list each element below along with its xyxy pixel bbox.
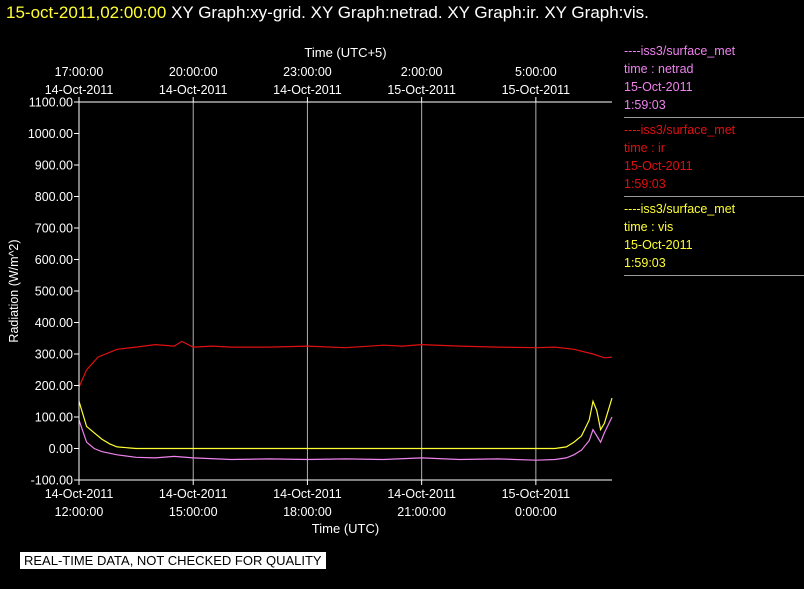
x-top-tick-label-time: 20:00:00: [169, 65, 218, 79]
series-line-netrad: [78, 416, 613, 461]
legend-entry-vis[interactable]: ----iss3/surface_met time : vis 15-Oct-2…: [624, 200, 804, 276]
y-tick-label: 700.00: [35, 222, 73, 236]
x-top-tick-label-time: 17:00:00: [55, 65, 104, 79]
x-tick-label-date: 14-Oct-2011: [45, 487, 114, 501]
y-tick-label: 800.00: [35, 190, 73, 204]
y-tick-label: 0.00: [49, 442, 73, 456]
header-graph-list: XY Graph:xy-grid. XY Graph:netrad. XY Gr…: [166, 3, 649, 22]
quality-notice: REAL-TIME DATA, NOT CHECKED FOR QUALITY: [20, 552, 326, 569]
x-top-tick-label-date: 14-Oct-2011: [45, 83, 114, 97]
x-tick-label-date: 15-Oct-2011: [502, 487, 571, 501]
x-top-tick-label-date: 14-Oct-2011: [273, 83, 342, 97]
x-tick-label-time: 18:00:00: [283, 505, 332, 519]
legend-station: ----iss3/surface_met: [624, 123, 736, 137]
y-tick-label: 200.00: [35, 379, 73, 393]
y-tick-label: 400.00: [35, 316, 73, 330]
legend: ----iss3/surface_met time : netrad 15-Oc…: [624, 42, 804, 279]
x-top-tick-label-time: 2:00:00: [401, 65, 443, 79]
legend-date: 15-Oct-2011: [624, 80, 693, 94]
legend-time: 1:59:03: [624, 177, 666, 191]
y-tick-label: 900.00: [35, 159, 73, 173]
y-tick-label: 1000.00: [28, 127, 73, 141]
x-top-tick-label-time: 23:00:00: [283, 65, 332, 79]
x-axis-title: Time (UTC): [312, 521, 379, 536]
header-timestamp: 15-oct-2011,02:00:00: [6, 3, 167, 22]
y-tick-label: -100.00: [31, 474, 73, 488]
series-layer: [78, 340, 613, 461]
x-tick-label-time: 12:00:00: [55, 505, 104, 519]
x-tick-label-time: 15:00:00: [169, 505, 218, 519]
y-tick-label: 600.00: [35, 253, 73, 267]
legend-variable: time : ir: [624, 141, 665, 155]
legend-variable: time : vis: [624, 220, 674, 234]
legend-variable: time : netrad: [624, 62, 694, 76]
legend-time: 1:59:03: [624, 98, 666, 112]
x-top-tick-label-date: 15-Oct-2011: [387, 83, 456, 97]
y-axis-title: Radiation (W/m^2): [7, 239, 21, 342]
x-tick-label-date: 14-Oct-2011: [273, 487, 342, 501]
x-tick-label-date: 14-Oct-2011: [159, 487, 228, 501]
legend-entry-ir[interactable]: ----iss3/surface_met time : ir 15-Oct-20…: [624, 121, 804, 197]
axis-layer: -100.00 0.00 100.00 200.00 300.00 400.00 500.0…: [7, 45, 612, 536]
x-tick-label-date: 14-Oct-2011: [387, 487, 456, 501]
legend-entry-netrad[interactable]: ----iss3/surface_met time : netrad 15-Oc…: [624, 42, 804, 118]
y-tick-label: 500.00: [35, 285, 73, 299]
legend-time: 1:59:03: [624, 256, 666, 270]
legend-date: 15-Oct-2011: [624, 238, 693, 252]
graph-header: 15-oct-2011,02:00:00 XY Graph:xy-grid. X…: [6, 3, 649, 23]
legend-station: ----iss3/surface_met: [624, 44, 736, 58]
y-tick-label: 300.00: [35, 348, 73, 362]
x-top-tick-label-date: 14-Oct-2011: [159, 83, 228, 97]
series-line-vis: [78, 397, 613, 450]
series-line-ir: [78, 340, 613, 388]
x-top-tick-label-time: 5:00:00: [515, 65, 557, 79]
legend-date: 15-Oct-2011: [624, 159, 693, 173]
x-tick-label-time: 0:00:00: [515, 505, 557, 519]
y-tick-label: 100.00: [35, 411, 73, 425]
grid-layer: [192, 102, 537, 480]
x-axis-top-title: Time (UTC+5): [304, 45, 386, 60]
x-top-tick-label-date: 15-Oct-2011: [502, 83, 571, 97]
x-tick-label-time: 21:00:00: [397, 505, 446, 519]
legend-station: ----iss3/surface_met: [624, 202, 736, 216]
y-tick-label: 1100.00: [29, 96, 73, 110]
